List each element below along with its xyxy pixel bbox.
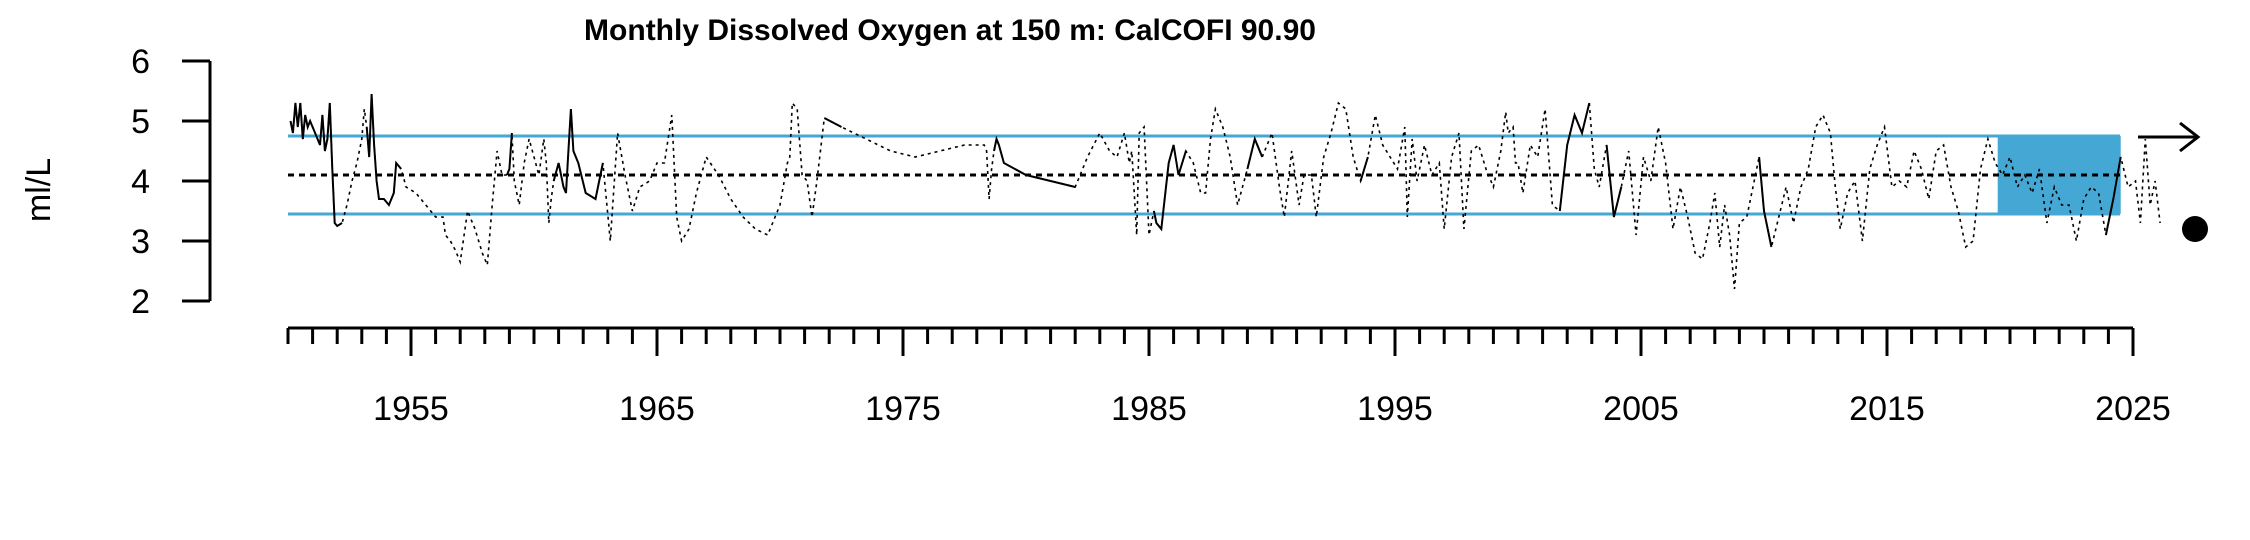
series-solid-segment [1758,156,1773,248]
series-solid-segment [289,102,343,228]
x-tick-label: 1995 [1357,390,1433,428]
y-tick-label: 2 [131,283,150,321]
y-tick-label: 3 [131,223,150,261]
series-solid-segment [1558,102,1591,212]
x-tick-label: 1975 [865,390,941,428]
series-solid-segment [1152,144,1187,232]
series-dotted-line [289,93,2161,290]
series-lines [289,93,2161,290]
chart-title: Monthly Dissolved Oxygen at 150 m: CalCO… [584,14,1316,47]
series-solid-segment [1246,135,1264,170]
x-tick-label: 2015 [1849,390,1925,428]
series-solid-segment [365,93,402,207]
x-tick-label: 2025 [2095,390,2171,428]
series-solid-segment [1359,156,1369,182]
filled-circle-icon [2182,216,2208,242]
y-tick-label: 5 [131,103,150,141]
x-tick-label: 1965 [619,390,695,428]
x-tick-label: 2005 [1603,390,1679,428]
series-solid-segment [505,132,513,176]
series-solid-segment [552,108,604,201]
y-axis-label: ml/L [20,158,58,222]
y-tick-label: 6 [131,43,150,81]
series-solid-segment [823,117,842,128]
series-solid-segment [1605,144,1623,218]
series-solid-segment [2104,156,2122,236]
arrow-right-icon [2138,121,2201,153]
x-tick-label: 1985 [1111,390,1187,428]
x-tick-label: 1955 [373,390,449,428]
series-solid-segment [993,135,1076,188]
x-axis: 1955 1965 1975 1985 1995 2005 2015 2025 [286,326,2171,428]
y-axis: 2 3 4 5 6 [131,43,212,321]
y-tick-label: 4 [131,163,150,201]
